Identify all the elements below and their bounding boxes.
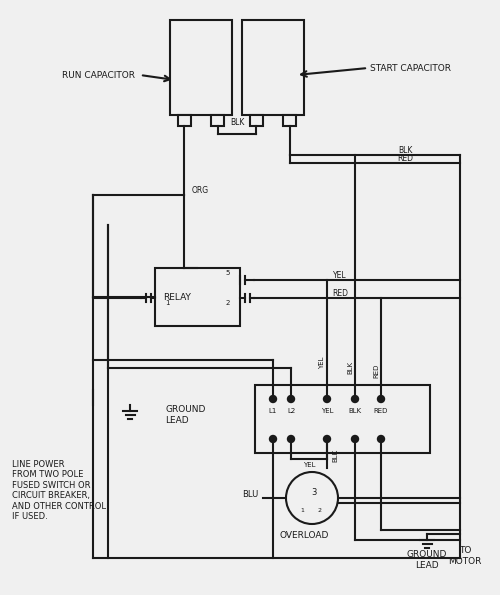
Text: BLK: BLK (230, 117, 244, 127)
Text: 3: 3 (312, 487, 316, 496)
Text: 2: 2 (226, 300, 230, 306)
Text: BLK: BLK (398, 146, 412, 155)
Text: YEL: YEL (319, 357, 325, 369)
Circle shape (324, 396, 330, 402)
Bar (250, 115, 263, 126)
Circle shape (288, 396, 294, 402)
Text: RED: RED (332, 289, 348, 298)
Text: BLU: BLU (242, 490, 258, 499)
Text: BLK: BLK (332, 449, 338, 462)
Circle shape (378, 436, 384, 443)
Circle shape (270, 396, 276, 402)
Text: OVERLOAD: OVERLOAD (280, 531, 328, 540)
Bar (242, 20, 304, 115)
Text: 5: 5 (226, 270, 230, 276)
Bar (155, 268, 240, 326)
Text: BLK: BLK (347, 361, 353, 374)
Bar (178, 115, 191, 126)
Circle shape (352, 436, 358, 443)
Text: GROUND
LEAD: GROUND LEAD (165, 405, 205, 425)
Text: BLK: BLK (348, 408, 362, 414)
Text: 1: 1 (165, 300, 169, 306)
Text: RED: RED (374, 408, 388, 414)
Text: YEL: YEL (321, 408, 333, 414)
Text: L2: L2 (287, 408, 295, 414)
Text: RUN CAPACITOR: RUN CAPACITOR (62, 70, 135, 80)
Circle shape (286, 472, 338, 524)
Text: TO
MOTOR: TO MOTOR (448, 546, 482, 566)
Circle shape (288, 436, 294, 443)
Text: GROUND
LEAD: GROUND LEAD (407, 550, 447, 569)
Text: RELAY: RELAY (163, 293, 191, 302)
Bar (211, 115, 224, 126)
Circle shape (324, 436, 330, 443)
Bar (255, 385, 430, 453)
Bar (283, 115, 296, 126)
Text: 2: 2 (318, 508, 322, 512)
Circle shape (270, 436, 276, 443)
Circle shape (378, 396, 384, 402)
Text: RED: RED (373, 364, 379, 378)
Text: YEL: YEL (333, 271, 347, 280)
Bar (170, 20, 232, 115)
Circle shape (352, 396, 358, 402)
Text: 1: 1 (300, 508, 304, 512)
Text: START CAPACITOR: START CAPACITOR (370, 64, 451, 73)
Text: L1: L1 (269, 408, 277, 414)
Text: YEL: YEL (303, 462, 316, 468)
Text: LINE POWER
FROM TWO POLE
FUSED SWITCH OR
CIRCUIT BREAKER,
AND OTHER CONTROL
IF U: LINE POWER FROM TWO POLE FUSED SWITCH OR… (12, 460, 106, 521)
Text: ORG: ORG (192, 186, 208, 195)
Text: RED: RED (397, 154, 413, 162)
